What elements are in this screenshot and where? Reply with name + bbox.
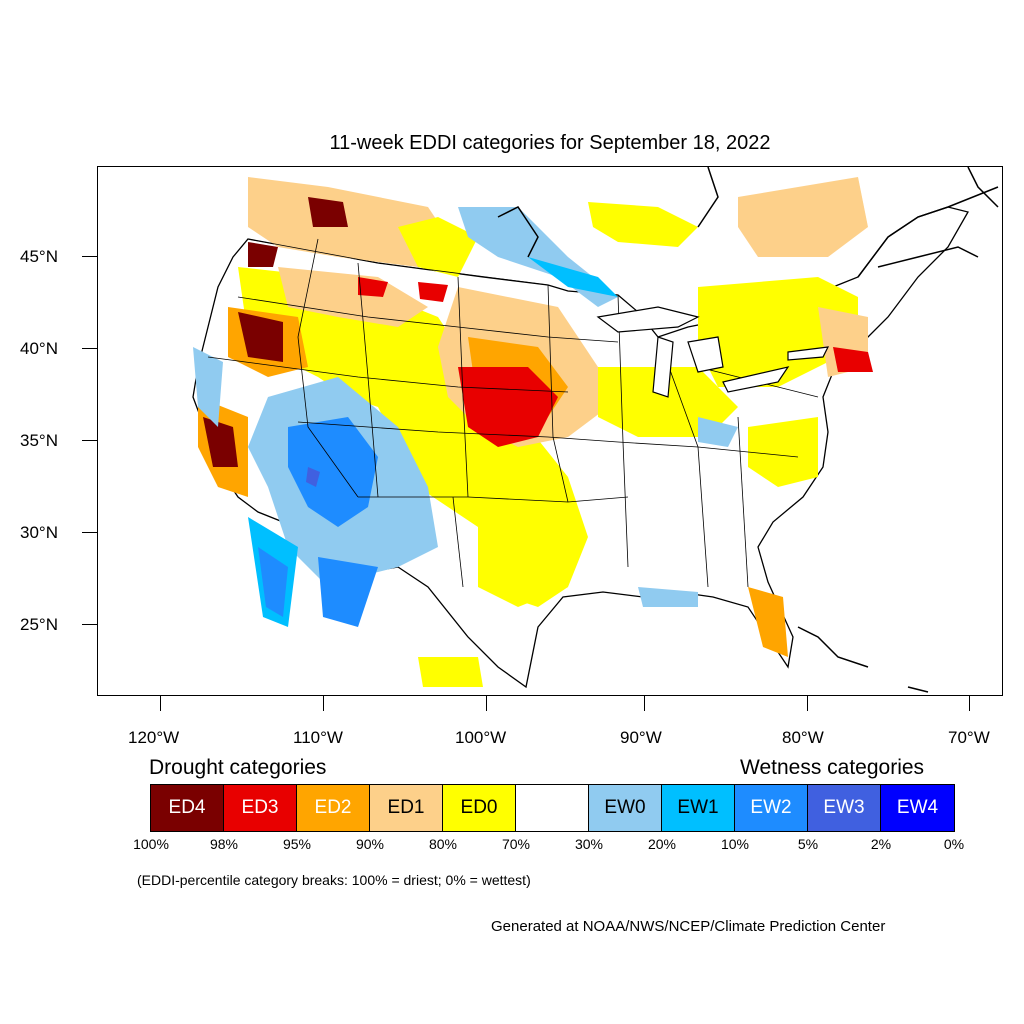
lon-label-100: 100°W	[455, 728, 507, 747]
legend-box-ed2: ED2	[297, 785, 370, 831]
legend-box-ew0: EW0	[589, 785, 662, 831]
credit-line: Generated at NOAA/NWS/NCEP/Climate Predi…	[491, 918, 886, 935]
lon-label-80: 80°W	[782, 728, 824, 747]
percentile-label: 0%	[943, 836, 965, 852]
wetness-categories-heading: Wetness categories	[740, 756, 925, 779]
lat-label-35: 35°N	[20, 431, 58, 450]
lon-tick	[160, 696, 161, 711]
legend-box-neutral	[516, 785, 589, 831]
map-title: 11-week EDDI categories for September 18…	[329, 132, 771, 154]
percentile-label: 80%	[428, 836, 458, 852]
state-boundaries	[207, 238, 819, 588]
lon-tick	[486, 696, 487, 711]
legend-box-ed4: ED4	[151, 785, 224, 831]
lat-label-25: 25°N	[20, 615, 58, 634]
percentile-label: 95%	[282, 836, 312, 852]
lon-label-110: 110°W	[293, 728, 343, 747]
percentile-label: 20%	[647, 836, 677, 852]
lat-label-30: 30°N	[20, 523, 58, 542]
lat-label-45: 45°N	[20, 247, 58, 266]
lon-tick	[323, 696, 324, 711]
lat-label-40: 40°N	[20, 339, 58, 358]
great-lakes	[596, 306, 830, 398]
lat-tick	[82, 624, 97, 625]
legend-box-ed3: ED3	[224, 785, 297, 831]
percentile-label: 70%	[501, 836, 531, 852]
percentile-label: 90%	[355, 836, 385, 852]
percentile-label: 5%	[797, 836, 819, 852]
percentile-label: 30%	[574, 836, 604, 852]
eddi-map	[97, 166, 1003, 696]
legend-box-ed1: ED1	[370, 785, 443, 831]
lon-tick	[807, 696, 808, 711]
legend-box-ew2: EW2	[735, 785, 808, 831]
lon-label-90: 90°W	[620, 728, 662, 747]
category-note: (EDDI-percentile category breaks: 100% =…	[137, 872, 531, 888]
legend-box-ed0: ED0	[443, 785, 516, 831]
eddi-regions	[198, 177, 873, 687]
lon-label-120: 120°W	[128, 728, 180, 747]
percentile-label: 2%	[870, 836, 892, 852]
wetness-regions	[193, 207, 738, 627]
lat-tick	[82, 256, 97, 257]
percentile-label: 100%	[133, 836, 169, 852]
legend-box-ew3: EW3	[808, 785, 881, 831]
legend-box-ew4: EW4	[881, 785, 954, 831]
coastlines	[497, 167, 999, 693]
lon-tick	[969, 696, 970, 711]
legend-box-ew1: EW1	[662, 785, 735, 831]
lat-tick	[82, 440, 97, 441]
drought-categories-heading: Drought categories	[149, 756, 327, 779]
lon-label-70: 70°W	[948, 728, 990, 747]
lon-tick	[644, 696, 645, 711]
percentile-label: 98%	[209, 836, 239, 852]
lat-tick	[82, 348, 97, 349]
percentile-label: 10%	[720, 836, 750, 852]
category-legend: ED4 ED3 ED2 ED1 ED0 EW0 EW1 EW2 EW3 EW4	[150, 784, 955, 832]
lat-tick	[82, 532, 97, 533]
